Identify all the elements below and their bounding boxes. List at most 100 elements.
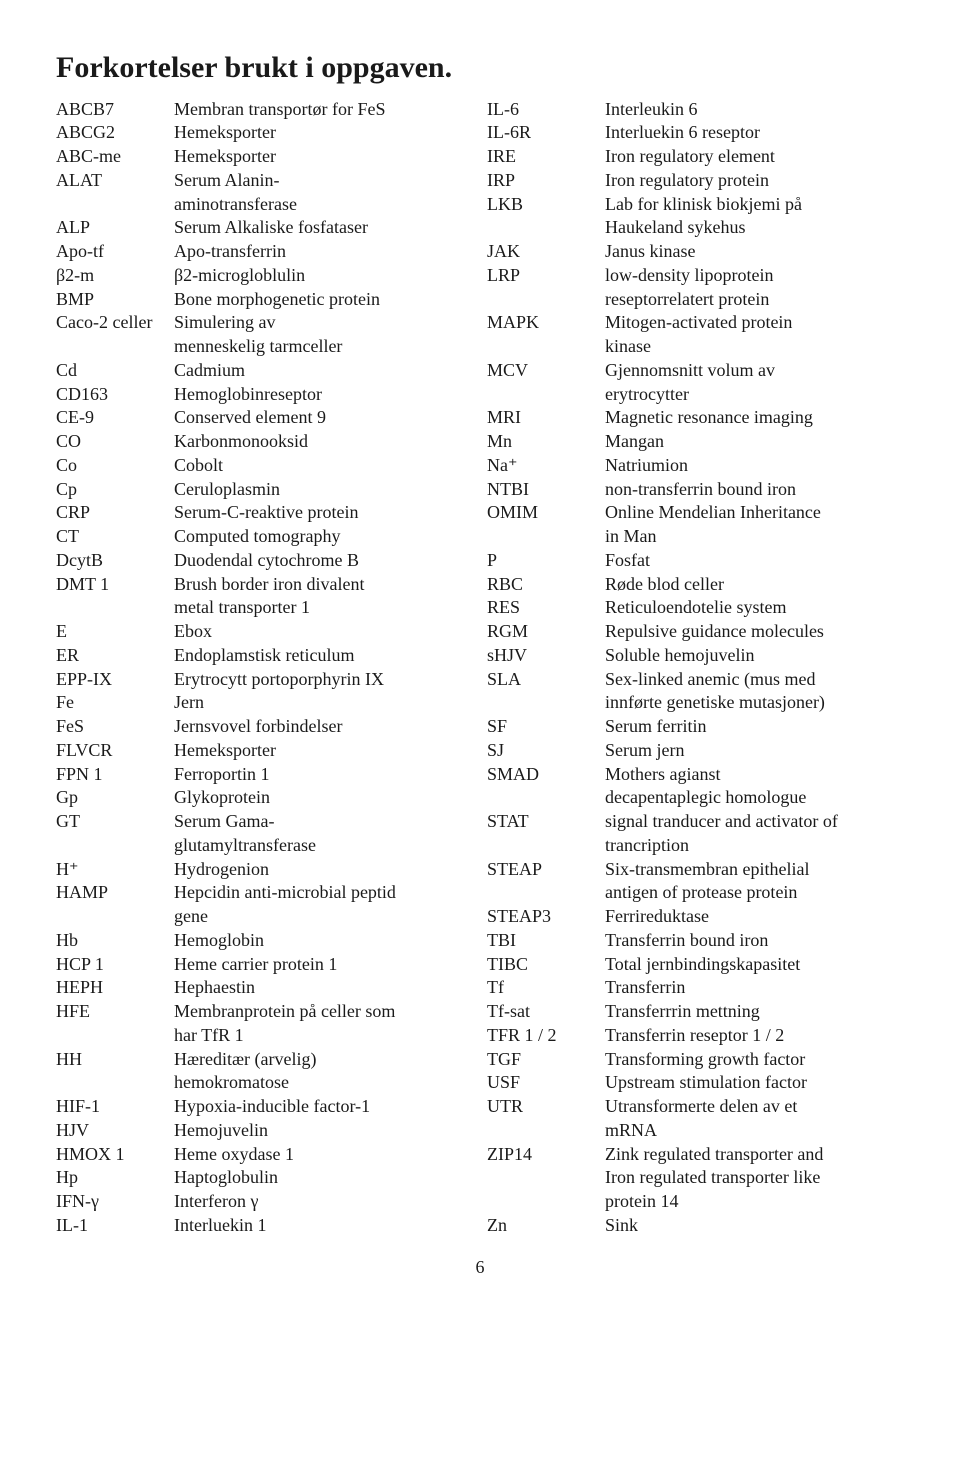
abbrev-row: CpCeruloplasmin <box>56 478 473 502</box>
abbrev-row: ALATSerum Alanin- <box>56 169 473 193</box>
abbrev-row: CRPSerum-C-reaktive protein <box>56 501 473 525</box>
abbrev-row: in Man <box>487 525 904 549</box>
abbrev-definition: menneskelig tarmceller <box>174 335 473 359</box>
abbrev-term: ER <box>56 644 174 668</box>
abbrev-row: har TfR 1 <box>56 1024 473 1048</box>
abbrev-definition: Transferrin <box>605 976 904 1000</box>
abbrev-row: PFosfat <box>487 549 904 573</box>
abbrev-row: ABCB7Membran transportør for FeS <box>56 98 473 122</box>
abbrev-term: CRP <box>56 501 174 525</box>
abbrev-row: TGFTransforming growth factor <box>487 1048 904 1072</box>
abbrev-row: SMADMothers agianst <box>487 763 904 787</box>
abbrev-row: H⁺Hydrogenion <box>56 858 473 882</box>
abbrev-definition: Iron regulatory element <box>605 145 904 169</box>
abbrev-row: RGMRepulsive guidance molecules <box>487 620 904 644</box>
abbrev-definition: low-density lipoprotein <box>605 264 904 288</box>
abbrev-row: UTRUtransformerte delen av et <box>487 1095 904 1119</box>
abbrev-term: NTBI <box>487 478 605 502</box>
abbrev-row: mRNA <box>487 1119 904 1143</box>
abbrev-row: β2-mβ2-microgloblulin <box>56 264 473 288</box>
abbrev-term: HCP 1 <box>56 953 174 977</box>
abbrev-term: IL-6 <box>487 98 605 122</box>
abbrev-term: Gp <box>56 786 174 810</box>
abbrev-term: Fe <box>56 691 174 715</box>
abbrev-definition: Jernsvovel forbindelser <box>174 715 473 739</box>
right-column: IL-6Interleukin 6IL-6RInterluekin 6 rese… <box>487 98 904 1238</box>
abbrev-term: Caco-2 celler <box>56 311 174 335</box>
abbrev-term: sHJV <box>487 644 605 668</box>
abbrev-row: FeSJernsvovel forbindelser <box>56 715 473 739</box>
abbrev-definition: in Man <box>605 525 904 549</box>
abbrev-term: E <box>56 620 174 644</box>
abbrev-definition: Jern <box>174 691 473 715</box>
abbrev-row: HpHaptoglobulin <box>56 1166 473 1190</box>
abbrev-definition: Serum jern <box>605 739 904 763</box>
abbrev-definition: signal tranducer and activator of <box>605 810 904 834</box>
abbrev-definition: Six-transmembran epithelial <box>605 858 904 882</box>
abbrev-term: β2-m <box>56 264 174 288</box>
abbrev-row: HMOX 1Heme oxydase 1 <box>56 1143 473 1167</box>
abbrev-definition: Serum-C-reaktive protein <box>174 501 473 525</box>
abbrev-term: HJV <box>56 1119 174 1143</box>
abbrev-row: Tf-satTransferrrin mettning <box>487 1000 904 1024</box>
abbrev-term: STEAP <box>487 858 605 882</box>
abbrev-definition: Mothers agianst <box>605 763 904 787</box>
abbrev-definition: Fosfat <box>605 549 904 573</box>
abbrev-row: ABC-meHemeksporter <box>56 145 473 169</box>
abbrev-row: HbHemoglobin <box>56 929 473 953</box>
abbrev-definition: glutamyltransferase <box>174 834 473 858</box>
abbrev-row: STEAPSix-transmembran epithelial <box>487 858 904 882</box>
abbrev-term: ABCG2 <box>56 121 174 145</box>
abbrev-row: HJVHemojuvelin <box>56 1119 473 1143</box>
abbrev-row: COKarbonmonooksid <box>56 430 473 454</box>
abbrev-definition: metal transporter 1 <box>174 596 473 620</box>
abbrev-definition: Glykoprotein <box>174 786 473 810</box>
abbrev-row: ZIP14Zink regulated transporter and <box>487 1143 904 1167</box>
abbrev-definition: Sink <box>605 1214 904 1238</box>
abbrev-row: FLVCRHemeksporter <box>56 739 473 763</box>
abbrev-row: MnMangan <box>487 430 904 454</box>
abbrev-row: OMIMOnline Mendelian Inheritance <box>487 501 904 525</box>
abbrev-row: protein 14 <box>487 1190 904 1214</box>
abbrev-definition: Reticuloendotelie system <box>605 596 904 620</box>
abbrev-definition: protein 14 <box>605 1190 904 1214</box>
abbrev-row: STATsignal tranducer and activator of <box>487 810 904 834</box>
abbrev-term: Hp <box>56 1166 174 1190</box>
abbrev-row: EPP-IXErytrocytt portoporphyrin IX <box>56 668 473 692</box>
abbrev-term: OMIM <box>487 501 605 525</box>
abbrev-definition: Natriumion <box>605 454 904 478</box>
abbrev-term: ALAT <box>56 169 174 193</box>
abbrev-term: SF <box>487 715 605 739</box>
abbrev-term: DcytB <box>56 549 174 573</box>
abbrev-row: aminotransferase <box>56 193 473 217</box>
abbrev-definition: Haptoglobulin <box>174 1166 473 1190</box>
abbrev-row: HIF-1Hypoxia-inducible factor-1 <box>56 1095 473 1119</box>
abbrev-definition: Karbonmonooksid <box>174 430 473 454</box>
abbrev-row: JAKJanus kinase <box>487 240 904 264</box>
abbrev-row: CD163Hemoglobinreseptor <box>56 383 473 407</box>
abbrev-row: ABCG2Hemeksporter <box>56 121 473 145</box>
abbrev-row: GpGlykoprotein <box>56 786 473 810</box>
abbrev-term: Hb <box>56 929 174 953</box>
abbrev-term: STEAP3 <box>487 905 605 929</box>
abbrev-row: CdCadmium <box>56 359 473 383</box>
abbrev-row: sHJVSoluble hemojuvelin <box>487 644 904 668</box>
abbrev-term: IL-1 <box>56 1214 174 1238</box>
abbrev-term: HAMP <box>56 881 174 905</box>
left-column: ABCB7Membran transportør for FeSABCG2Hem… <box>56 98 473 1238</box>
abbrev-definition: Hemeksporter <box>174 121 473 145</box>
abbrev-definition: Ferrireduktase <box>605 905 904 929</box>
abbrev-row: IRPIron regulatory protein <box>487 169 904 193</box>
abbrev-definition: Hemeksporter <box>174 739 473 763</box>
abbrev-definition: Conserved element 9 <box>174 406 473 430</box>
abbrev-row: TFR 1 / 2Transferrin reseptor 1 / 2 <box>487 1024 904 1048</box>
abbrev-row: Haukeland sykehus <box>487 216 904 240</box>
abbrev-term: Na⁺ <box>487 454 605 478</box>
abbrev-term: USF <box>487 1071 605 1095</box>
abbrev-term: ZIP14 <box>487 1143 605 1167</box>
abbrev-row: USFUpstream stimulation factor <box>487 1071 904 1095</box>
abbrev-term: MCV <box>487 359 605 383</box>
abbrev-definition: Serum Gama- <box>174 810 473 834</box>
abbrev-definition: gene <box>174 905 473 929</box>
abbrev-definition: Erytrocytt portoporphyrin IX <box>174 668 473 692</box>
